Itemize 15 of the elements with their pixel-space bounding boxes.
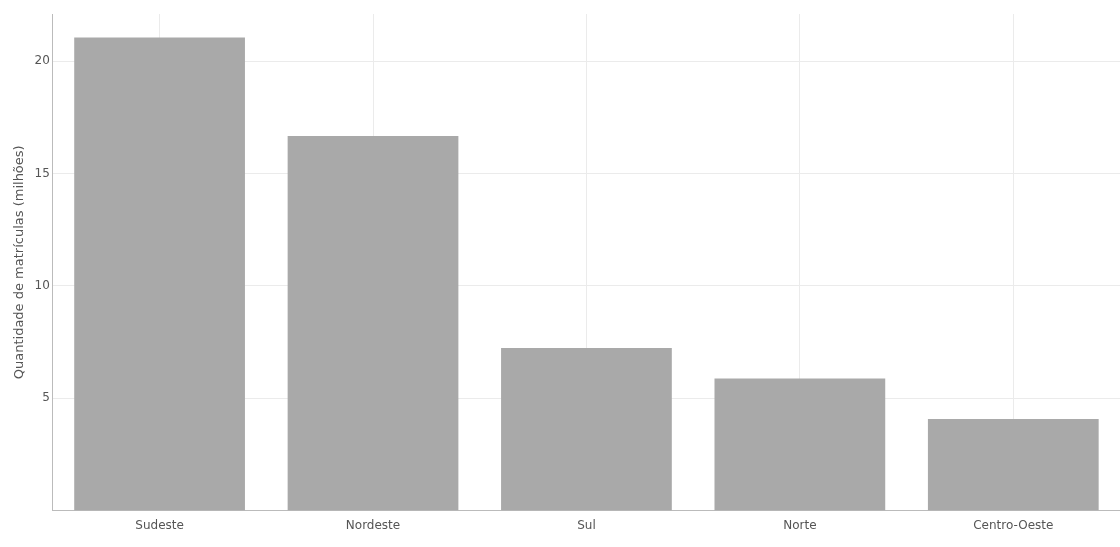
y-tick-label: 10 — [34, 278, 50, 293]
bar — [74, 37, 245, 511]
bar — [287, 136, 459, 511]
x-tick-label: Nordeste — [345, 517, 401, 532]
x-tick-label: Sudeste — [135, 517, 184, 532]
y-axis-title: Quantidade de matrículas (milhões) — [11, 145, 27, 380]
y-tick-label: 20 — [34, 53, 50, 68]
y-tick-label: 15 — [34, 165, 50, 180]
x-tick-label: Sul — [577, 517, 596, 532]
x-tick-label: Centro-Oeste — [973, 517, 1054, 532]
bar — [501, 347, 672, 511]
bar — [714, 378, 886, 511]
x-tick-label: Norte — [783, 517, 817, 532]
y-tick-label: 5 — [42, 390, 50, 405]
bar — [927, 418, 1099, 511]
